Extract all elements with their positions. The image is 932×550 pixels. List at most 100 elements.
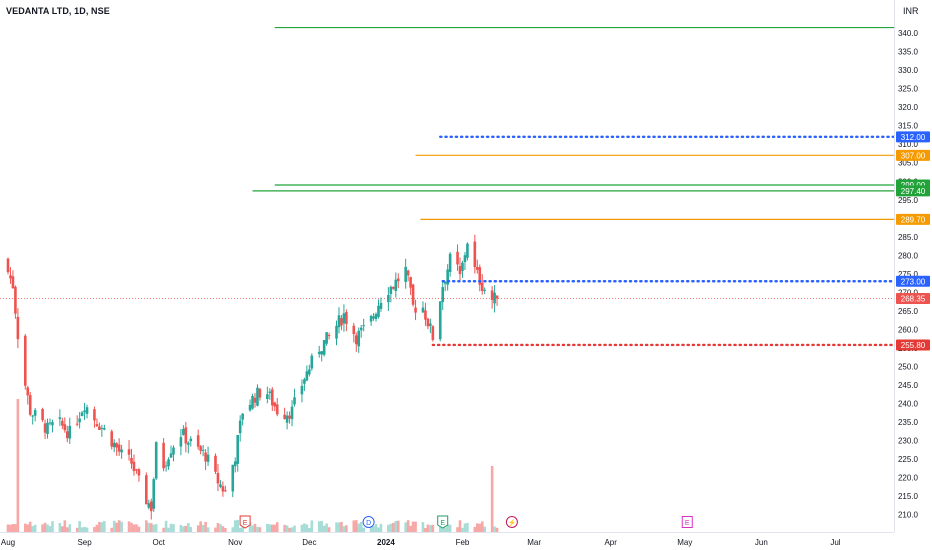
candle-body[interactable] <box>137 469 141 476</box>
candle-body[interactable] <box>199 446 202 451</box>
candle-body[interactable] <box>345 312 348 324</box>
candle-body[interactable] <box>325 332 328 344</box>
candle-body[interactable] <box>340 318 343 326</box>
candle-body[interactable] <box>93 409 96 421</box>
candle-body[interactable] <box>206 454 210 462</box>
candle-body[interactable] <box>362 325 365 327</box>
candle-body[interactable] <box>283 414 286 419</box>
candle-body[interactable] <box>466 243 469 258</box>
candle-body[interactable] <box>135 469 138 471</box>
candle-body[interactable] <box>46 422 49 434</box>
candle-body[interactable] <box>117 444 121 452</box>
candle-body[interactable] <box>85 407 89 414</box>
candle-body[interactable] <box>132 461 136 472</box>
candle-body[interactable] <box>196 435 200 447</box>
candle-body[interactable] <box>103 428 106 430</box>
candle-body[interactable] <box>320 351 323 355</box>
candle-body[interactable] <box>6 258 10 273</box>
symbol-title[interactable]: VEDANTA LTD, 1D, NSE <box>6 6 110 16</box>
candle-body[interactable] <box>421 307 425 313</box>
candle-body[interactable] <box>387 294 390 303</box>
candle-body[interactable] <box>359 327 363 331</box>
candle-body[interactable] <box>303 379 306 384</box>
candle-body[interactable] <box>184 427 188 444</box>
candle-body[interactable] <box>285 415 289 423</box>
candle-body[interactable] <box>11 276 15 289</box>
candle-body[interactable] <box>48 422 52 424</box>
candle-body[interactable] <box>372 316 375 319</box>
candle-body[interactable] <box>290 406 294 420</box>
candle-body[interactable] <box>379 302 383 309</box>
candle-body[interactable] <box>130 457 133 464</box>
candle-body[interactable] <box>58 417 62 419</box>
candle-body[interactable] <box>182 428 185 435</box>
candle-body[interactable] <box>443 281 447 284</box>
candle-body[interactable] <box>41 409 44 421</box>
candle-body[interactable] <box>167 459 170 467</box>
candle-body[interactable] <box>456 251 459 265</box>
candle-body[interactable] <box>26 387 30 396</box>
candle-body[interactable] <box>448 253 452 272</box>
candle-body[interactable] <box>270 389 274 406</box>
candle-body[interactable] <box>28 395 32 415</box>
candle-body[interactable] <box>495 295 499 299</box>
candle-body[interactable] <box>322 340 326 355</box>
candle-body[interactable] <box>63 424 67 431</box>
candle-body[interactable] <box>374 313 378 320</box>
candle-body[interactable] <box>288 415 291 419</box>
candle-body[interactable] <box>446 269 449 285</box>
candle-body[interactable] <box>169 453 173 458</box>
candle-body[interactable] <box>216 472 220 484</box>
candle-body[interactable] <box>98 426 101 431</box>
candle-body[interactable] <box>236 434 240 464</box>
candle-body[interactable] <box>83 410 86 413</box>
candle-body[interactable] <box>127 449 131 455</box>
candle-body[interactable] <box>409 277 412 288</box>
candle-body[interactable] <box>327 335 331 337</box>
candle-body[interactable] <box>224 490 227 492</box>
candle-body[interactable] <box>389 286 393 294</box>
event-marker-icon[interactable]: D <box>362 516 375 528</box>
candle-body[interactable] <box>152 479 156 509</box>
candle-body[interactable] <box>110 431 114 447</box>
candle-body[interactable] <box>441 287 445 303</box>
candle-body[interactable] <box>483 289 487 291</box>
candle-body[interactable] <box>478 267 482 285</box>
candle-body[interactable] <box>404 266 407 282</box>
candle-body[interactable] <box>201 449 205 451</box>
candle-body[interactable] <box>392 286 395 289</box>
candle-body[interactable] <box>68 425 72 439</box>
candle-body[interactable] <box>14 286 17 314</box>
candle-body[interactable] <box>411 284 415 305</box>
candle-body[interactable] <box>80 412 84 417</box>
candle-body[interactable] <box>473 241 477 268</box>
candle-body[interactable] <box>258 388 262 398</box>
candle-body[interactable] <box>164 465 168 467</box>
candle-body[interactable] <box>414 307 417 313</box>
candle-body[interactable] <box>95 424 99 427</box>
candle-body[interactable] <box>115 443 118 448</box>
candle-body[interactable] <box>406 270 410 276</box>
event-marker-icon[interactable]: ⚡ <box>505 516 518 528</box>
candle-body[interactable] <box>162 442 165 469</box>
candle-body[interactable] <box>187 442 190 445</box>
candle-body[interactable] <box>476 267 479 270</box>
candle-body[interactable] <box>480 282 484 291</box>
candle-body[interactable] <box>238 420 242 434</box>
event-marker-icon[interactable]: E <box>681 516 693 528</box>
candle-body[interactable] <box>463 255 467 262</box>
candle-body[interactable] <box>268 391 272 394</box>
candle-body[interactable] <box>149 501 153 512</box>
candle-body[interactable] <box>147 503 151 508</box>
candle-body[interactable] <box>342 313 346 324</box>
candle-body[interactable] <box>424 310 427 320</box>
candle-body[interactable] <box>251 395 254 409</box>
candle-body[interactable] <box>78 418 81 423</box>
candle-body[interactable] <box>352 325 356 335</box>
candle-body[interactable] <box>266 394 269 399</box>
candle-body[interactable] <box>23 335 27 386</box>
candle-body[interactable] <box>426 318 430 327</box>
candle-body[interactable] <box>458 266 462 275</box>
candle-body[interactable] <box>145 475 148 505</box>
